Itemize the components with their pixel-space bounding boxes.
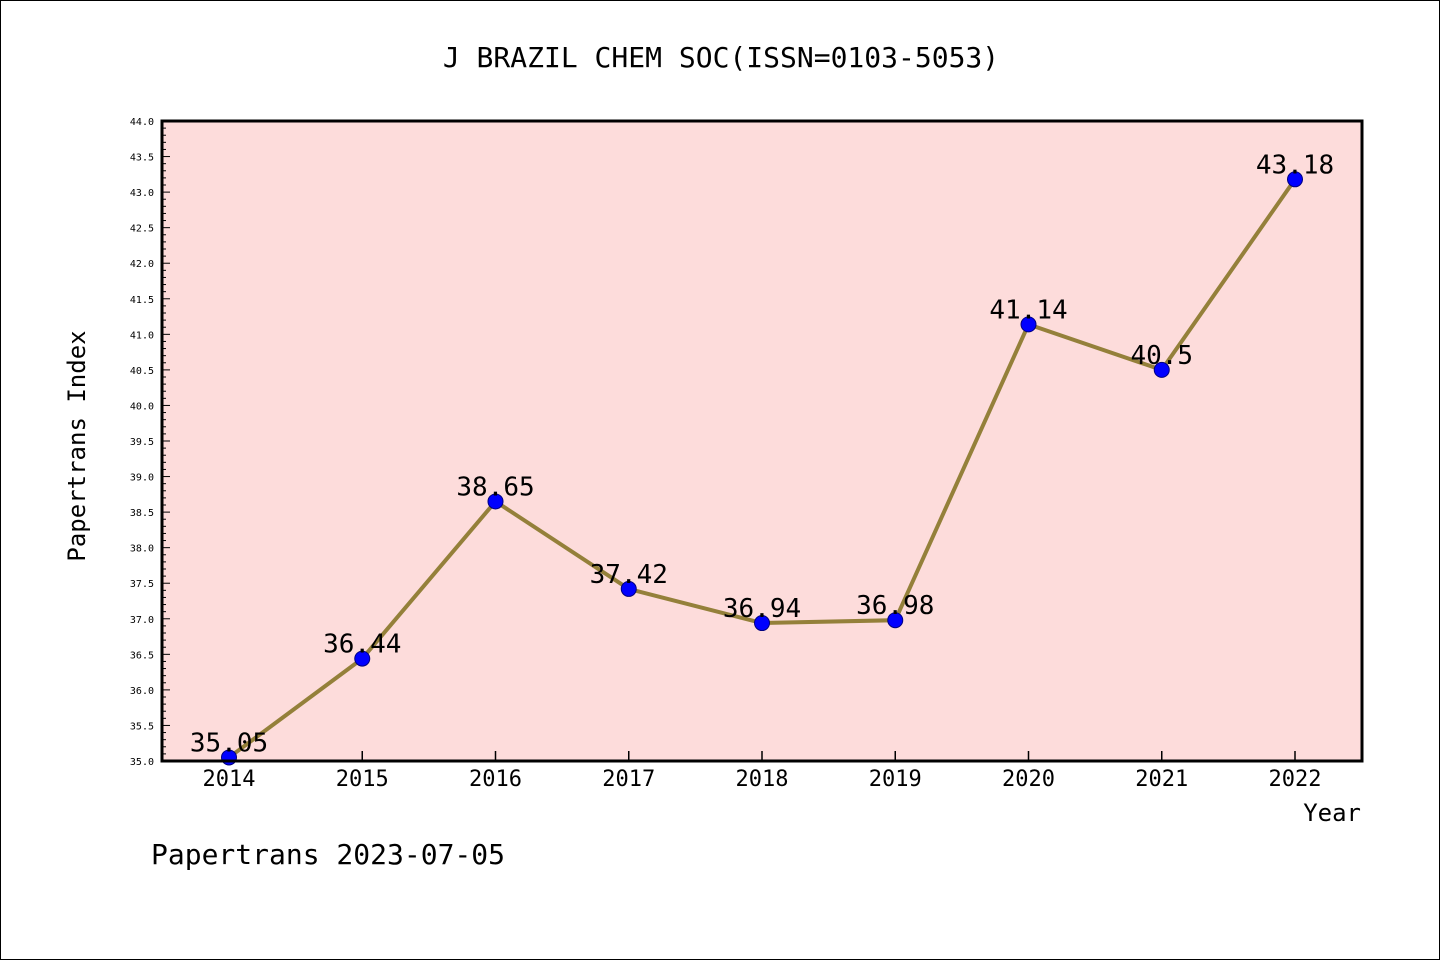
footer-date: Papertrans 2023-07-05 [151, 838, 505, 871]
x-axis-label: Year [1303, 799, 1361, 827]
data-point-marker [887, 612, 904, 629]
data-point-label: 41.14 [989, 295, 1067, 325]
data-point-marker [1287, 171, 1303, 188]
x-tick-label: 2020 [1002, 767, 1055, 792]
x-tick-label: 2018 [736, 767, 789, 792]
data-point-label: 35.05 [190, 728, 268, 758]
y-tick-label: 40.5 [130, 366, 154, 377]
data-point-marker [354, 650, 371, 667]
data-point-label: 40.5 [1130, 341, 1193, 371]
y-tick-label: 35.5 [130, 721, 154, 732]
x-axis-ticks: 2014 2015 2016 2017 2018 2019 2020 2021 2022 [203, 751, 1322, 792]
data-point-label: 43.18 [1256, 150, 1334, 180]
data-labels: 35.05 36.44 38.65 37.42 36.94 36.98 41.14 40.5 4… [190, 150, 1334, 758]
data-point-label: 36.44 [323, 630, 401, 660]
y-tick-label: 35.0 [130, 757, 154, 768]
y-tick-label: 41.5 [130, 295, 154, 306]
y-tick-label: 41.0 [130, 330, 154, 341]
y-tick-label: 37.5 [130, 579, 154, 590]
data-point-marker [754, 615, 770, 632]
y-tick-label: 44.0 [130, 117, 154, 128]
y-tick-label: 42.5 [130, 224, 154, 235]
y-tick-label: 42.0 [130, 259, 154, 270]
x-tick-label: 2021 [1135, 767, 1188, 792]
y-tick-label: 38.0 [130, 544, 154, 555]
x-tick-label: 2014 [203, 767, 256, 792]
data-point-marker [487, 493, 504, 510]
y-tick-label: 37.0 [130, 615, 154, 626]
data-markers [221, 171, 1303, 766]
y-tick-label: 36.0 [130, 686, 154, 697]
y-tick-label: 43.0 [130, 188, 154, 199]
y-tick-label: 39.0 [130, 473, 154, 484]
data-point-label: 37.42 [590, 560, 668, 590]
x-tick-label: 2016 [469, 767, 522, 792]
y-tick-label: 39.5 [130, 437, 154, 448]
x-tick-label: 2017 [602, 767, 655, 792]
y-tick-label: 43.5 [130, 153, 154, 164]
y-tick-label: 36.5 [130, 650, 154, 661]
x-tick-label: 2022 [1269, 767, 1322, 792]
plot-area [162, 121, 1362, 761]
y-tick-label: 40.0 [130, 401, 154, 412]
data-point-label: 38.65 [456, 472, 534, 502]
y-tick-label: 38.5 [130, 508, 154, 519]
data-point-marker [620, 580, 637, 597]
chart-title: J BRAZIL CHEM SOC(ISSN=0103-5053) [443, 41, 999, 74]
data-point-marker [1153, 361, 1170, 378]
x-tick-label: 2015 [336, 767, 389, 792]
data-point-label: 36.94 [723, 594, 801, 624]
data-point-marker [1020, 316, 1037, 333]
data-point-label: 36.98 [856, 591, 934, 621]
y-axis-label: Papertrans Index [63, 330, 91, 561]
x-tick-label: 2019 [869, 767, 922, 792]
plot-frame [160, 119, 1364, 763]
